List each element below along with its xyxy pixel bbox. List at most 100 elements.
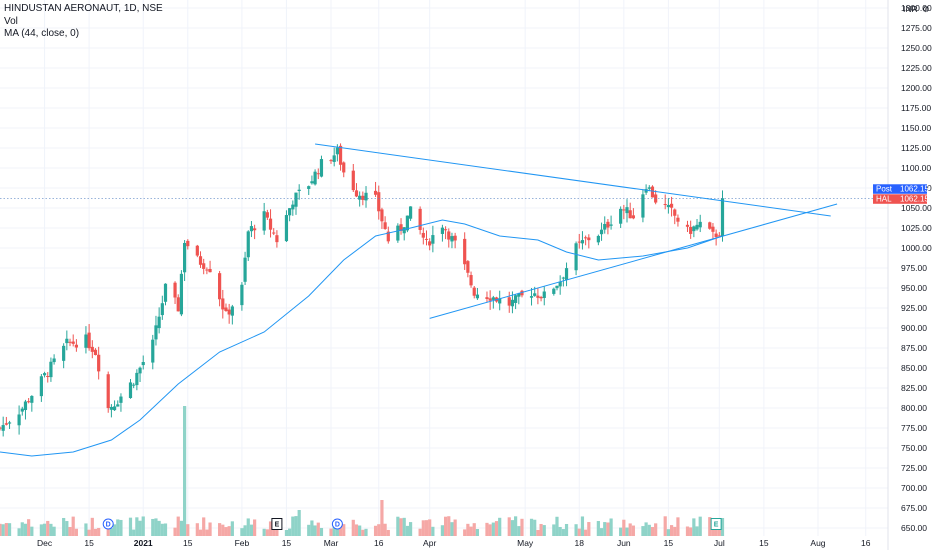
candle-body bbox=[208, 268, 212, 273]
candle-body bbox=[230, 306, 234, 316]
volume-bar bbox=[0, 523, 2, 536]
x-tick-label: 15 bbox=[759, 538, 769, 548]
volume-bar bbox=[431, 526, 435, 536]
candle-body bbox=[46, 375, 50, 377]
candle-body bbox=[453, 235, 457, 241]
candle-body bbox=[291, 204, 295, 210]
candle-body bbox=[443, 229, 448, 231]
volume-bar bbox=[564, 523, 569, 536]
candle-body bbox=[288, 208, 292, 216]
candle-body bbox=[179, 273, 184, 315]
candle-body bbox=[272, 232, 276, 234]
dividend-marker bbox=[102, 518, 114, 530]
candle-body bbox=[316, 173, 320, 175]
volume-bar bbox=[654, 523, 658, 536]
candle-body bbox=[243, 257, 247, 282]
candle-body bbox=[450, 236, 454, 242]
volume-bar bbox=[62, 517, 66, 536]
volume-bar bbox=[552, 524, 556, 536]
volume-bar bbox=[717, 526, 721, 536]
volume-bar bbox=[106, 529, 110, 536]
volume-bar bbox=[195, 523, 199, 536]
candle-body bbox=[154, 325, 158, 340]
volume-bar bbox=[157, 520, 161, 536]
candle-body bbox=[418, 208, 422, 230]
volume-bar bbox=[650, 527, 655, 536]
volume-bar bbox=[74, 528, 78, 536]
volume-bar bbox=[676, 517, 680, 536]
x-tick-label: 15 bbox=[84, 538, 94, 548]
volume-bar bbox=[109, 528, 113, 536]
volume-bar bbox=[472, 523, 476, 536]
x-tick-label: Jun bbox=[617, 538, 631, 548]
volume-bar bbox=[173, 527, 177, 536]
candle-body bbox=[224, 307, 228, 312]
candle-body bbox=[647, 187, 651, 189]
candle-body bbox=[97, 354, 101, 372]
candle-body bbox=[717, 235, 721, 237]
candle-body bbox=[329, 160, 333, 162]
candle-body bbox=[265, 212, 269, 218]
volume-bar bbox=[176, 516, 180, 536]
moving-average-line[interactable] bbox=[0, 219, 723, 457]
volume-bar bbox=[463, 529, 467, 536]
candle-body bbox=[720, 198, 725, 237]
x-tick-label: 16 bbox=[861, 538, 871, 548]
candle-body bbox=[405, 215, 409, 231]
candle-body bbox=[514, 295, 518, 303]
price-axis[interactable]: 650.00 675.00 700.00 725.00 750.00 775.00 800.… bbox=[901, 3, 932, 533]
volume-bar bbox=[609, 518, 613, 536]
y-tick-label: 875.00 bbox=[901, 343, 927, 353]
volume-bar bbox=[198, 529, 203, 536]
volume-bar bbox=[361, 529, 365, 536]
candle-body bbox=[510, 299, 515, 307]
volume-bar bbox=[698, 516, 702, 536]
candle-body bbox=[676, 217, 680, 222]
axis-settings-icon[interactable]: ⚙ bbox=[922, 4, 930, 14]
ma-indicator-label[interactable]: MA (44, close, 0) bbox=[4, 28, 80, 39]
candle-body bbox=[619, 208, 623, 224]
candle-body bbox=[485, 297, 489, 299]
candle-body bbox=[708, 222, 712, 229]
volume-bar bbox=[249, 524, 254, 536]
volume-indicator-label[interactable]: Vol bbox=[4, 15, 18, 27]
candle-body bbox=[561, 277, 565, 279]
time-axis[interactable]: Dec 15 2021 15 Feb 15 Mar 16 Apr May 18 Jun 15 Jul 15 A… bbox=[37, 538, 871, 548]
candle-body bbox=[135, 372, 139, 386]
volume-bar bbox=[402, 517, 406, 536]
volume-bar bbox=[243, 525, 247, 536]
candle-body bbox=[421, 232, 425, 238]
volume-bar bbox=[265, 529, 269, 536]
candle-body bbox=[90, 346, 94, 352]
candle-body bbox=[202, 263, 206, 269]
candle-body bbox=[377, 192, 381, 212]
y-tick-label: 1225.00 bbox=[901, 63, 932, 73]
volume-bar bbox=[313, 525, 317, 536]
volume-bar bbox=[517, 526, 521, 536]
candle-body bbox=[555, 285, 559, 289]
volume-bar bbox=[240, 528, 244, 536]
volume-bar bbox=[84, 523, 88, 536]
volume-bar bbox=[205, 529, 209, 536]
candle-body bbox=[628, 210, 632, 219]
candle-body bbox=[87, 332, 91, 349]
volume-bar bbox=[380, 500, 384, 536]
y-tick-label: 1200.00 bbox=[901, 83, 932, 93]
y-tick-label: 950.00 bbox=[901, 283, 927, 293]
volume-bar bbox=[669, 525, 674, 536]
candle-body bbox=[106, 374, 110, 409]
volume-bar bbox=[628, 523, 632, 536]
candle-body bbox=[221, 298, 225, 310]
candle-body bbox=[354, 190, 359, 197]
candle-body bbox=[240, 284, 244, 306]
volume-bar bbox=[663, 516, 667, 536]
x-tick-label: 15 bbox=[183, 538, 193, 548]
y-tick-label: 1100.00 bbox=[901, 163, 931, 173]
trendlines[interactable] bbox=[315, 143, 838, 319]
volume-bar bbox=[625, 527, 629, 536]
volume-bar bbox=[485, 522, 489, 536]
candle-body bbox=[673, 209, 677, 216]
volume-bar bbox=[358, 525, 362, 536]
candle-body bbox=[520, 290, 524, 296]
